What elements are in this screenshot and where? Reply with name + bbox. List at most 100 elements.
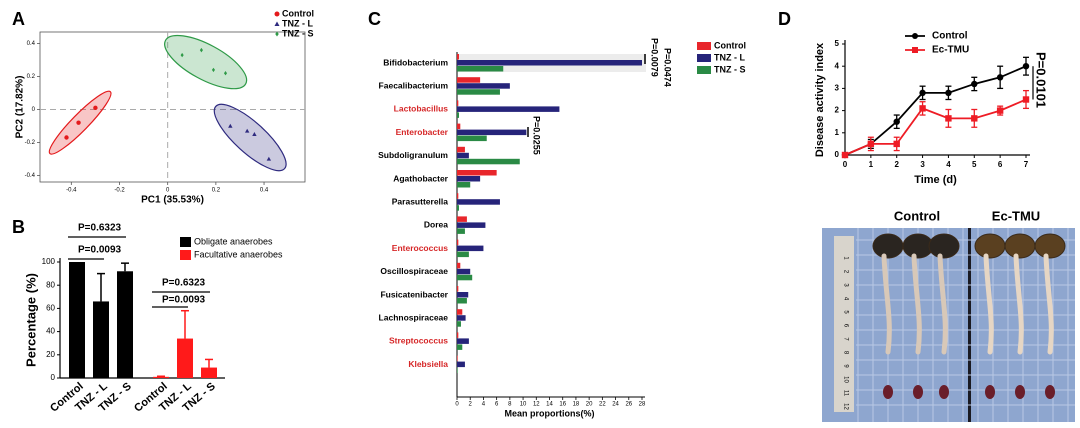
bar [457,112,459,118]
bar [457,216,467,222]
marker [919,89,926,97]
legend-label: TNZ - S [714,64,746,74]
bar [457,193,459,199]
p-value: P=0.0093 [162,295,206,306]
p-value: P=0.0079 [650,38,660,77]
bar [457,286,459,292]
y-tick-label: Oscillospiraceae [380,266,448,276]
photo-label: Control [894,208,940,223]
bar [201,367,217,378]
x-tick-label: 14 [546,402,553,408]
x-tick-label: 26 [625,402,632,408]
x-tick-label: 0 [166,188,170,194]
x-tick-label: 6 [998,160,1003,169]
bar [457,251,469,258]
confidence-ellipse [213,103,287,172]
marker [199,47,203,53]
y-tick-label: Lachnospiraceae [379,312,449,322]
legend-marker [912,33,918,39]
x-tick-label: 0.4 [260,188,269,194]
bar [69,262,85,378]
spleen [883,385,893,399]
legend-marker [274,21,280,26]
y-tick-label: Streptococcus [389,336,448,346]
bar [153,376,169,378]
y-tick-label: Bifidobacterium [383,57,448,67]
x-tick-label: 6 [495,402,499,408]
marker [1022,96,1030,103]
bar [117,271,133,378]
marker [76,120,81,125]
ruler-mark: 7 [842,337,848,341]
marker [64,135,69,140]
bar [457,268,471,275]
marker [945,115,952,122]
bar [457,54,459,60]
x-tick-label: 24 [612,402,619,408]
bar [457,245,484,252]
bar [457,123,461,130]
x-tick-label: 2 [469,402,473,408]
bar [457,222,486,228]
bar [457,292,469,298]
bar [457,129,527,136]
y-tick-label: Faecalibacterium [379,80,449,90]
ruler-mark: 2 [842,270,848,274]
bar [457,228,465,234]
plot-frame [39,31,306,183]
bar [457,205,459,211]
y-tick-label: 3 [835,84,840,93]
y-tick-label: 100 [42,257,56,266]
marker [971,115,978,122]
x-tick-label: 5 [972,160,977,169]
x-tick-label: 2 [894,160,899,169]
marker [841,151,849,159]
x-tick-label: 10 [520,402,527,408]
legend-swatch [697,66,711,74]
y-tick-label: 0.2 [27,74,36,80]
x-tick-label: 18 [573,402,580,408]
ruler-mark: 3 [842,283,848,287]
y-tick-label: 0 [835,150,840,159]
colon [881,253,892,355]
y-tick-label: -0.2 [25,140,36,146]
x-tick-label: 7 [1024,160,1029,169]
x-axis-label: Time (d) [914,174,957,186]
y-tick-label: Enterobacter [396,127,449,137]
marker [244,128,250,133]
x-tick-label: 4 [482,402,486,408]
legend-swatch [697,42,711,50]
spleen [985,385,995,399]
y-tick-label: 0 [51,373,56,382]
spleen [913,385,923,399]
bar [457,152,469,159]
x-tick-label: 1 [869,160,874,169]
legend-label: Facultative anaerobes [194,249,283,259]
cecum [974,233,1006,259]
y-tick-label: Dorea [424,220,448,230]
ruler-mark: 6 [842,324,848,328]
colon [937,253,948,355]
bar [457,239,459,246]
bar [457,135,487,142]
bar [457,106,560,112]
p-value: P=0.0093 [78,245,122,256]
bar [457,66,504,72]
y-tick-label: Klebsiella [408,359,448,369]
y-tick-label: Fusicatenibacter [380,289,448,299]
legend-label: TNZ - L [714,52,745,62]
y-axis-label: Disease activity index [814,42,826,157]
x-tick-label: 0.2 [212,188,221,194]
y-tick-label: 60 [46,304,55,313]
y-tick-label: -0.4 [25,173,36,179]
bar [457,315,466,321]
y-tick-label: 80 [46,280,55,289]
panel-letter: B [12,217,25,237]
bar [457,146,465,153]
photo-label: Ec-TMU [992,208,1040,223]
bar [457,298,467,304]
legend-label: Control [282,8,314,18]
legend-marker [274,11,280,17]
x-tick-label: 0 [455,402,459,408]
